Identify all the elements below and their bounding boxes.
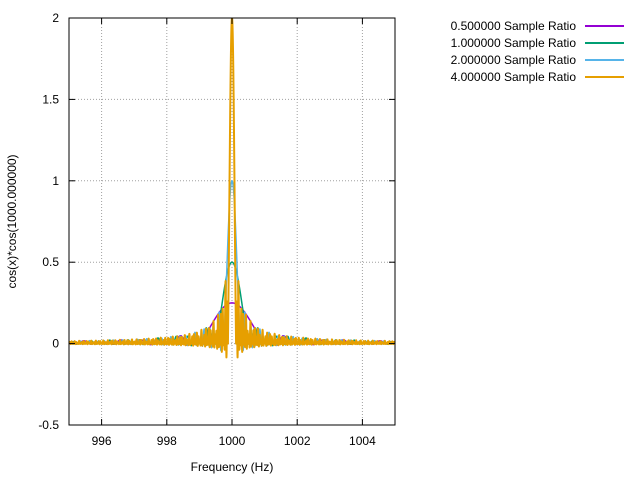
y-tick-label: -0.5 — [38, 418, 59, 432]
y-tick-label: 2 — [52, 11, 59, 25]
series-lines — [69, 18, 395, 359]
y-axis-label: cos(x)*cos(1000.000000) — [5, 154, 19, 288]
grid-lines — [69, 17, 395, 426]
x-tick-label: 1004 — [349, 434, 376, 448]
x-axis-label: Frequency (Hz) — [191, 460, 274, 474]
y-tick-label: 1 — [52, 174, 59, 188]
legend-entry-label: 2.000000 Sample Ratio — [451, 53, 577, 67]
legend-entry-label: 0.500000 Sample Ratio — [451, 19, 577, 33]
x-tick-label: 998 — [157, 434, 177, 448]
series-line-2 — [69, 261, 395, 348]
legend-entry-label: 4.000000 Sample Ratio — [451, 70, 577, 84]
y-tick-label: 0.5 — [42, 255, 59, 269]
x-tick-label: 996 — [92, 434, 112, 448]
legend-entry-label: 1.000000 Sample Ratio — [451, 36, 577, 50]
y-tick-label: 1.5 — [42, 92, 59, 106]
legend: 0.500000 Sample Ratio 1.000000 Sample Rat… — [451, 19, 624, 84]
y-tick-label: 0 — [52, 337, 59, 351]
x-tick-label: 1002 — [284, 434, 311, 448]
x-tick-label: 1000 — [219, 434, 246, 448]
series-line-4 — [69, 18, 395, 359]
series-line-3 — [69, 180, 395, 352]
axis-ticks: 996 998 1000 1002 1004 -0.5 0 0.5 1 1.5 2 — [38, 11, 395, 448]
